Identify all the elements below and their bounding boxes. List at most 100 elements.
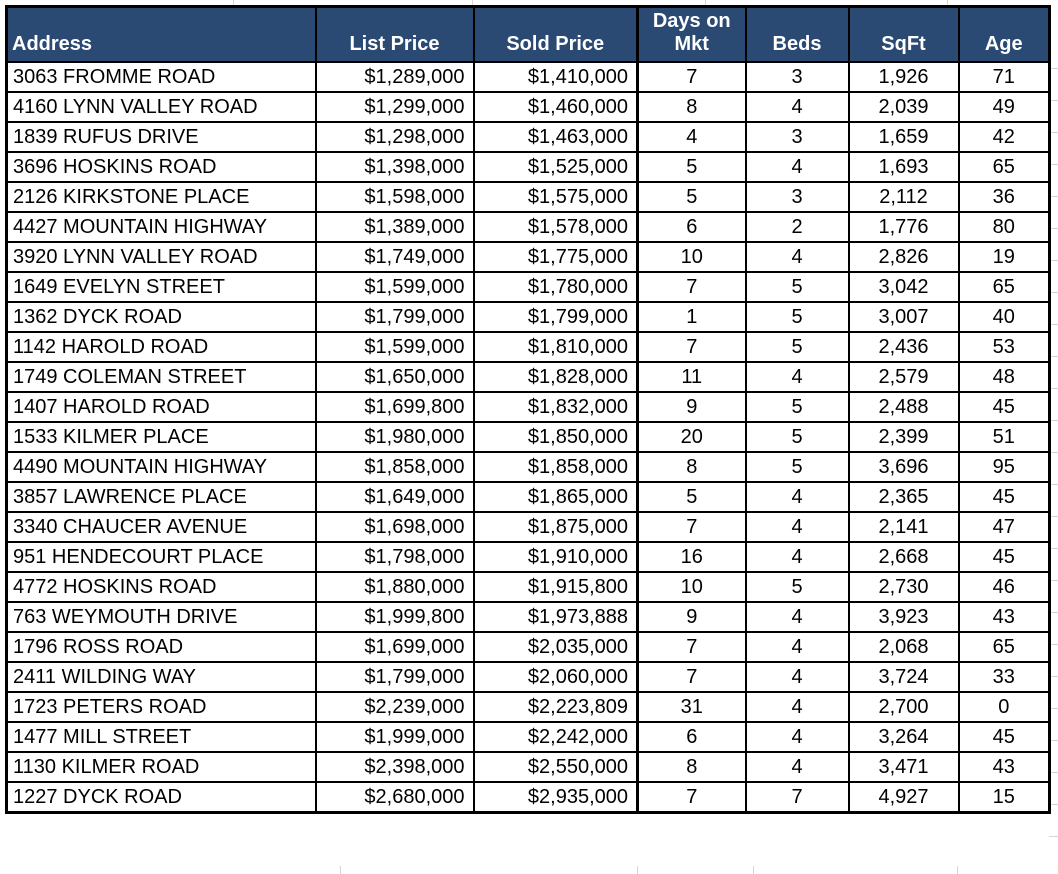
cell-days-on-mkt[interactable]: 7 [636,271,747,303]
cell-age[interactable]: 51 [957,421,1051,453]
cell-address[interactable]: 3340 CHAUCER AVENUE [5,511,317,543]
cell-sqft[interactable]: 2,141 [847,511,960,543]
cell-address[interactable]: 1723 PETERS ROAD [5,691,317,723]
cell-days-on-mkt[interactable]: 5 [636,181,747,213]
cell-age[interactable]: 40 [957,301,1051,333]
cell-sold-price[interactable]: $1,828,000 [472,361,639,393]
cell-sold-price[interactable]: $1,463,000 [472,121,639,153]
cell-list-price[interactable]: $1,880,000 [314,571,475,603]
cell-sqft[interactable]: 1,776 [847,211,960,243]
cell-sold-price[interactable]: $2,242,000 [472,721,639,753]
cell-days-on-mkt[interactable]: 7 [636,61,747,93]
cell-beds[interactable]: 4 [744,691,850,723]
cell-address[interactable]: 1407 HAROLD ROAD [5,391,317,423]
cell-sqft[interactable]: 2,436 [847,331,960,363]
cell-address[interactable]: 1477 MILL STREET [5,721,317,753]
cell-age[interactable]: 53 [957,331,1051,363]
cell-list-price[interactable]: $1,598,000 [314,181,475,213]
cell-list-price[interactable]: $1,799,000 [314,301,475,333]
cell-age[interactable]: 45 [957,541,1051,573]
cell-sold-price[interactable]: $2,223,809 [472,691,639,723]
cell-beds[interactable]: 3 [744,181,850,213]
cell-address[interactable]: 1839 RUFUS DRIVE [5,121,317,153]
cell-address[interactable]: 763 WEYMOUTH DRIVE [5,601,317,633]
cell-address[interactable]: 4490 MOUNTAIN HIGHWAY [5,451,317,483]
cell-sqft[interactable]: 3,696 [847,451,960,483]
cell-list-price[interactable]: $1,698,000 [314,511,475,543]
cell-list-price[interactable]: $2,680,000 [314,781,475,813]
cell-sold-price[interactable]: $1,810,000 [472,331,639,363]
cell-days-on-mkt[interactable]: 7 [636,511,747,543]
cell-beds[interactable]: 4 [744,631,850,663]
cell-beds[interactable]: 4 [744,601,850,633]
column-header-beds[interactable]: Beds [744,5,850,63]
cell-list-price[interactable]: $1,980,000 [314,421,475,453]
cell-list-price[interactable]: $1,999,800 [314,601,475,633]
cell-age[interactable]: 19 [957,241,1051,273]
cell-sold-price[interactable]: $2,060,000 [472,661,639,693]
cell-age[interactable]: 65 [957,271,1051,303]
cell-sqft[interactable]: 2,399 [847,421,960,453]
cell-days-on-mkt[interactable]: 5 [636,481,747,513]
cell-list-price[interactable]: $1,649,000 [314,481,475,513]
cell-days-on-mkt[interactable]: 20 [636,421,747,453]
cell-address[interactable]: 4772 HOSKINS ROAD [5,571,317,603]
cell-address[interactable]: 3063 FROMME ROAD [5,61,317,93]
cell-beds[interactable]: 5 [744,421,850,453]
cell-sqft[interactable]: 3,471 [847,751,960,783]
cell-beds[interactable]: 4 [744,151,850,183]
cell-list-price[interactable]: $1,299,000 [314,91,475,123]
cell-address[interactable]: 3920 LYNN VALLEY ROAD [5,241,317,273]
cell-days-on-mkt[interactable]: 9 [636,601,747,633]
cell-sold-price[interactable]: $2,550,000 [472,751,639,783]
cell-sqft[interactable]: 2,112 [847,181,960,213]
cell-sold-price[interactable]: $2,035,000 [472,631,639,663]
cell-sold-price[interactable]: $1,575,000 [472,181,639,213]
cell-sqft[interactable]: 1,693 [847,151,960,183]
cell-list-price[interactable]: $1,699,800 [314,391,475,423]
cell-sold-price[interactable]: $1,775,000 [472,241,639,273]
cell-list-price[interactable]: $1,389,000 [314,211,475,243]
cell-list-price[interactable]: $1,289,000 [314,61,475,93]
cell-sold-price[interactable]: $1,460,000 [472,91,639,123]
cell-address[interactable]: 1227 DYCK ROAD [5,781,317,813]
cell-age[interactable]: 49 [957,91,1051,123]
cell-beds[interactable]: 4 [744,361,850,393]
cell-age[interactable]: 0 [957,691,1051,723]
cell-sold-price[interactable]: $1,915,800 [472,571,639,603]
cell-sold-price[interactable]: $1,858,000 [472,451,639,483]
column-header-age[interactable]: Age [957,5,1051,63]
cell-list-price[interactable]: $1,599,000 [314,331,475,363]
cell-beds[interactable]: 3 [744,61,850,93]
column-header-sold-price[interactable]: Sold Price [472,5,639,63]
cell-address[interactable]: 1649 EVELYN STREET [5,271,317,303]
cell-days-on-mkt[interactable]: 10 [636,571,747,603]
cell-sold-price[interactable]: $1,525,000 [472,151,639,183]
cell-sqft[interactable]: 2,039 [847,91,960,123]
cell-beds[interactable]: 4 [744,661,850,693]
cell-list-price[interactable]: $1,650,000 [314,361,475,393]
cell-list-price[interactable]: $1,599,000 [314,271,475,303]
cell-list-price[interactable]: $1,858,000 [314,451,475,483]
cell-age[interactable]: 36 [957,181,1051,213]
cell-list-price[interactable]: $1,799,000 [314,661,475,693]
cell-age[interactable]: 47 [957,511,1051,543]
cell-days-on-mkt[interactable]: 8 [636,91,747,123]
cell-sold-price[interactable]: $1,578,000 [472,211,639,243]
cell-beds[interactable]: 4 [744,91,850,123]
cell-address[interactable]: 951 HENDECOURT PLACE [5,541,317,573]
cell-beds[interactable]: 5 [744,571,850,603]
cell-age[interactable]: 15 [957,781,1051,813]
cell-address[interactable]: 1142 HAROLD ROAD [5,331,317,363]
cell-beds[interactable]: 4 [744,541,850,573]
cell-list-price[interactable]: $1,749,000 [314,241,475,273]
cell-address[interactable]: 1796 ROSS ROAD [5,631,317,663]
cell-sqft[interactable]: 3,042 [847,271,960,303]
cell-beds[interactable]: 5 [744,301,850,333]
cell-beds[interactable]: 3 [744,121,850,153]
cell-days-on-mkt[interactable]: 31 [636,691,747,723]
cell-age[interactable]: 65 [957,631,1051,663]
cell-list-price[interactable]: $1,298,000 [314,121,475,153]
cell-sqft[interactable]: 1,659 [847,121,960,153]
cell-list-price[interactable]: $2,239,000 [314,691,475,723]
